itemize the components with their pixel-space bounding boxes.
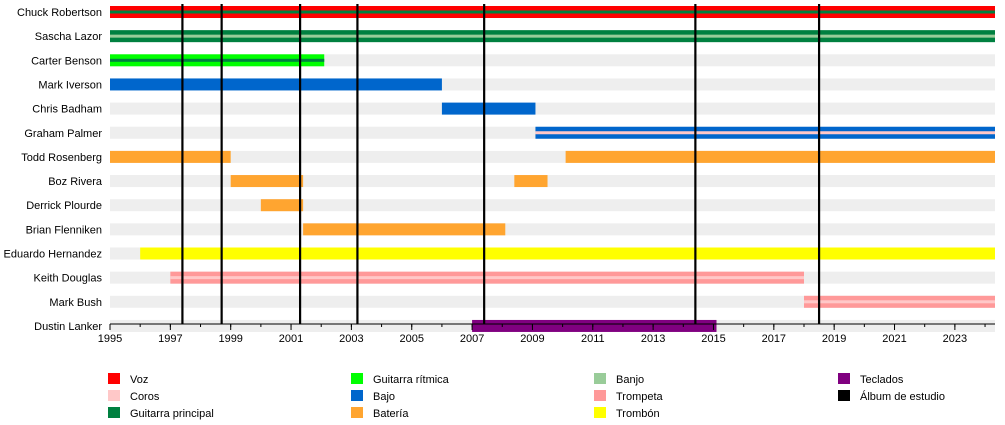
member-label-chuck-robertson: Chuck Robertson [17, 7, 102, 19]
bar-mark-iverson [110, 78, 442, 91]
member-labels: Chuck Robertson Sascha Lazor Carter Benson… [4, 7, 103, 333]
bar-secondary-chuck-robertson [110, 10, 995, 14]
member-label-carter-benson: Carter Benson [31, 55, 102, 67]
member-label-graham-palmer: Graham Palmer [24, 128, 102, 140]
bar-todd-rosenberg [565, 150, 995, 163]
row-stripe [110, 199, 995, 212]
bar-dustin-lanker [472, 319, 717, 332]
album-lines [181, 4, 821, 324]
x-tick-label: 2015 [701, 333, 725, 345]
member-label-boz-rivera: Boz Rivera [48, 176, 103, 188]
legend-label-banjo: Banjo [616, 374, 644, 386]
legend-swatch-tromb-n [594, 407, 606, 418]
x-tick-label: 1995 [98, 333, 122, 345]
bar-secondary-mark-bush [803, 300, 995, 304]
x-tick-label: 2007 [460, 333, 484, 345]
bar-todd-rosenberg [110, 150, 231, 163]
bar-chris-badham [441, 102, 536, 115]
member-label-dustin-lanker: Dustin Lanker [34, 321, 102, 333]
legend-swatch-trompeta [594, 390, 606, 401]
x-tick-label: 1999 [218, 333, 242, 345]
member-label-eduardo-hernandez: Eduardo Hernandez [4, 249, 102, 261]
x-tick-label: 2001 [279, 333, 303, 345]
x-tick-label: 1997 [158, 333, 182, 345]
legend-swatch-coros [108, 390, 120, 401]
bar-boz-rivera [230, 175, 304, 188]
legend-label-guitarra-principal: Guitarra principal [130, 408, 214, 420]
member-label-mark-bush: Mark Bush [49, 297, 102, 309]
x-tick-label: 2017 [762, 333, 786, 345]
legend-label-coros: Coros [130, 391, 160, 403]
x-tick-label: 2013 [641, 333, 665, 345]
row-stripe [110, 295, 995, 308]
member-label-keith-douglas: Keith Douglas [34, 273, 103, 285]
bar-boz-rivera [514, 175, 548, 188]
x-axis: 1995 1997 1999 2001 2003 2005 2007 2009 2011 2013… [98, 323, 995, 345]
x-tick-label: 2011 [581, 333, 605, 345]
legend-swatch-banjo [594, 373, 606, 384]
legend-label-bater-a: Batería [373, 408, 409, 420]
legend-label-voz: Voz [130, 374, 148, 386]
legend-swatch-lbum-de-estudio [838, 390, 850, 401]
member-bars [110, 6, 995, 332]
member-label-todd-rosenberg: Todd Rosenberg [21, 152, 102, 164]
member-label-derrick-plourde: Derrick Plourde [26, 200, 102, 212]
legend-label-lbum-de-estudio: Álbum de estudio [860, 390, 945, 403]
member-label-chris-badham: Chris Badham [32, 104, 102, 116]
bar-eduardo-hernandez [140, 247, 995, 260]
row-stripe [110, 54, 995, 67]
member-label-mark-iverson: Mark Iverson [38, 79, 102, 91]
row-stripe [110, 175, 995, 188]
legend-label-guitarra-r-tmica: Guitarra rítmica [373, 374, 450, 386]
bar-secondary-sascha-lazor [110, 34, 995, 38]
row-stripe [110, 102, 995, 115]
member-label-sascha-lazor: Sascha Lazor [35, 31, 103, 43]
x-tick-label: 2009 [520, 333, 544, 345]
bar-secondary-keith-douglas [170, 276, 804, 280]
legend-label-trompeta: Trompeta [616, 391, 664, 403]
legend-label-teclados: Teclados [860, 374, 904, 386]
legend-label-bajo: Bajo [373, 391, 395, 403]
x-tick-label: 2021 [882, 333, 906, 345]
legend-swatch-voz [108, 373, 120, 384]
bar-secondary-graham-palmer [535, 131, 995, 135]
member-label-brian-flenniken: Brian Flenniken [26, 224, 102, 236]
bar-derrick-plourde [260, 199, 304, 212]
bar-brian-flenniken [303, 223, 506, 236]
legend-swatch-teclados [838, 373, 850, 384]
x-tick-label: 2005 [399, 333, 423, 345]
legend-label-tromb-n: Trombón [616, 408, 660, 420]
legend-swatch-bajo [351, 390, 363, 401]
legend-swatch-bater-a [351, 407, 363, 418]
x-tick-label: 2003 [339, 333, 363, 345]
legend-swatch-guitarra-r-tmica [351, 373, 363, 384]
legend-swatch-guitarra-principal [108, 407, 120, 418]
x-tick-label: 2023 [943, 333, 967, 345]
x-tick-label: 2019 [822, 333, 846, 345]
row-stripe [110, 223, 995, 236]
legend: Voz Coros Guitarra principal Guitarra rítmi… [108, 373, 945, 420]
bar-secondary-carter-benson [110, 58, 325, 62]
